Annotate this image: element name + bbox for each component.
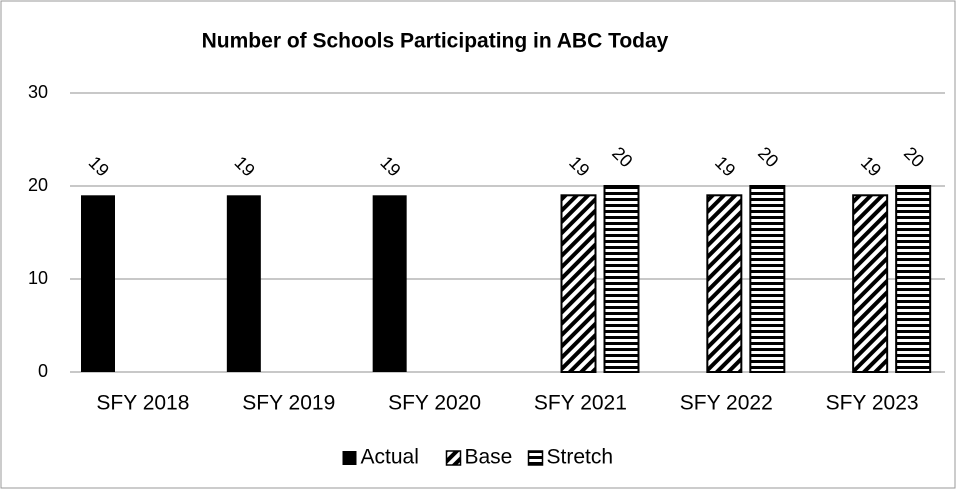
y-tick-label: 20 <box>28 175 48 195</box>
legend-swatch <box>342 451 357 465</box>
bar <box>226 195 261 372</box>
bar <box>81 195 115 372</box>
bar <box>603 185 640 373</box>
x-tick-label: SFY 2021 <box>534 392 627 415</box>
bar <box>852 194 889 373</box>
bar <box>560 194 597 373</box>
chart-title: Number of Schools Participating in ABC T… <box>202 30 669 53</box>
x-tick-label: SFY 2023 <box>826 392 919 415</box>
x-tick-label: SFY 2022 <box>680 392 773 415</box>
legend-swatch <box>527 450 544 466</box>
y-tick-label: 10 <box>28 268 48 288</box>
legend-swatch <box>445 450 462 466</box>
bar <box>895 185 932 373</box>
y-tick-label: 30 <box>28 82 48 102</box>
x-tick-label: SFY 2020 <box>388 392 481 415</box>
bar <box>706 194 743 373</box>
y-tick-label: 0 <box>38 361 48 381</box>
x-tick-label: SFY 2018 <box>96 392 189 415</box>
bar <box>749 185 786 373</box>
legend-label: Stretch <box>547 446 614 469</box>
legend-label: Base <box>465 446 513 469</box>
bar <box>372 195 407 372</box>
legend-label: Actual <box>361 446 419 469</box>
x-tick-label: SFY 2019 <box>242 392 335 415</box>
